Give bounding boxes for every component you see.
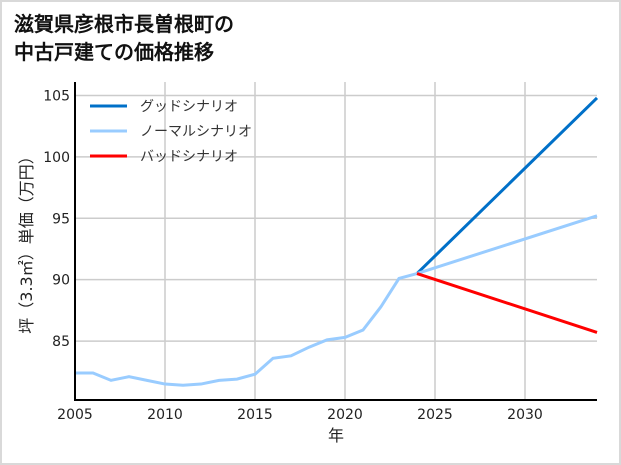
y-tick-label: 85 <box>52 334 70 350</box>
legend-label: グッドシナリオ <box>140 99 238 115</box>
series-line-グッドシナリオ <box>415 96 599 275</box>
series-line-バッドシナリオ <box>416 272 598 334</box>
x-axis-label: 年 <box>328 426 344 445</box>
x-tick-label: 2025 <box>417 407 453 423</box>
y-axis-label: 坪（3.3㎡）単価（万円） <box>17 148 36 333</box>
x-tick-label: 2030 <box>507 407 543 423</box>
y-tick-label: 90 <box>52 273 70 289</box>
x-tick-label: 2010 <box>147 407 183 423</box>
title-line-2: 中古戸建ての価格推移 <box>14 40 214 64</box>
title-line-1: 滋賀県彦根市長曽根町の <box>14 12 234 36</box>
y-tick-label: 95 <box>52 211 70 227</box>
y-tick-label: 105 <box>43 89 70 105</box>
y-tick-label: 100 <box>43 150 70 166</box>
chart-title: 滋賀県彦根市長曽根町の 中古戸建ての価格推移 <box>14 10 234 66</box>
legend-label: バッドシナリオ <box>140 149 238 165</box>
legend-label: ノーマルシナリオ <box>140 124 252 140</box>
series-line-ノーマルシナリオ <box>75 214 598 387</box>
x-tick-label: 2020 <box>327 407 363 423</box>
x-tick-label: 2005 <box>57 407 93 423</box>
x-tick-label: 2015 <box>237 407 273 423</box>
